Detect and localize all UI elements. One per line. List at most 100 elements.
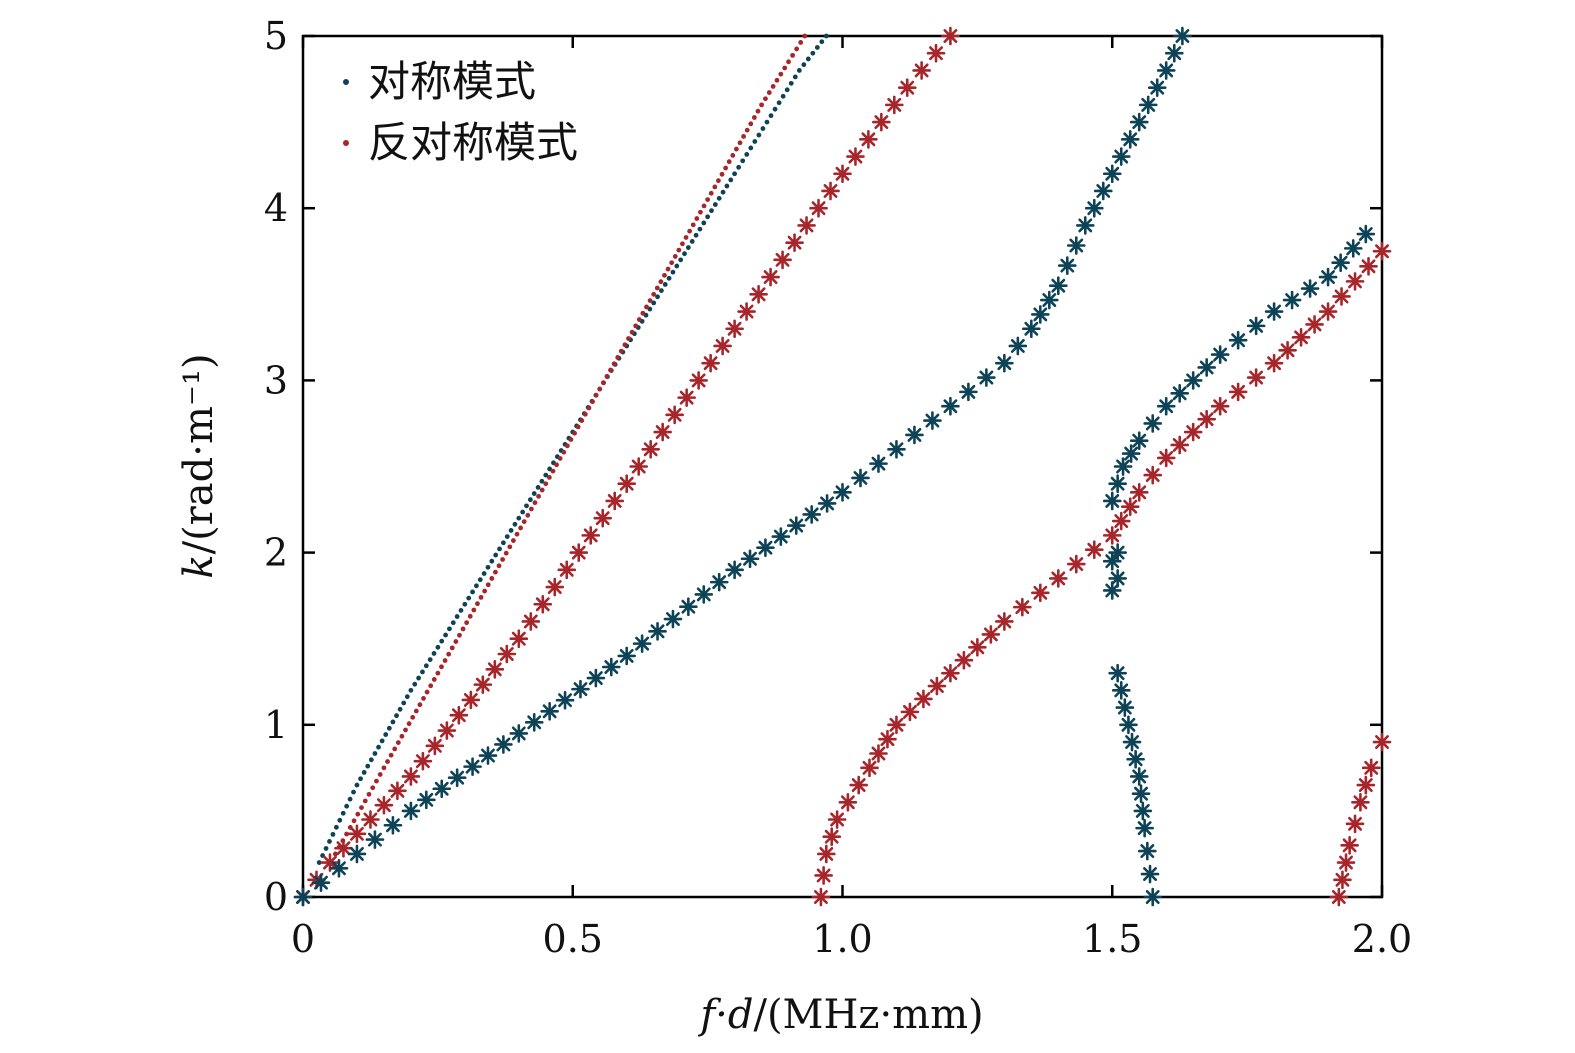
- dot-marker: [618, 348, 624, 354]
- dot-marker: [467, 613, 473, 619]
- dot-marker: [798, 40, 804, 45]
- asterisk-marker: [1336, 853, 1356, 872]
- asterisk-marker: [756, 538, 775, 557]
- asterisk-marker: [383, 815, 403, 835]
- x-tick-label: 0.5: [543, 917, 603, 961]
- dot-marker: [705, 197, 711, 202]
- dot-marker: [431, 677, 437, 682]
- dot-marker: [344, 831, 349, 837]
- asterisk-marker-stroke: [1024, 321, 1039, 336]
- asterisk-marker-stroke: [1132, 769, 1147, 784]
- dot-marker: [525, 512, 531, 518]
- dot-marker: [446, 651, 452, 657]
- dot-marker: [629, 329, 635, 335]
- asterisk-marker-stroke: [1145, 468, 1160, 483]
- dot-marker: [497, 546, 502, 552]
- asterisk-marker-stroke: [1105, 528, 1120, 543]
- asterisk-marker-stroke: [1321, 270, 1336, 285]
- asterisk-marker-stroke: [415, 754, 430, 769]
- dot-marker: [450, 620, 456, 626]
- asterisk-marker: [923, 411, 942, 430]
- asterisk-marker: [802, 505, 821, 524]
- series-antisymmetric-7: [811, 241, 1392, 907]
- dot-marker: [608, 367, 613, 373]
- dot-marker: [514, 531, 520, 537]
- asterisk-marker-stroke: [523, 614, 538, 629]
- asterisk-marker-stroke: [1321, 304, 1336, 319]
- asterisk-marker-stroke: [813, 890, 828, 904]
- asterisk-marker-stroke: [1033, 307, 1048, 322]
- asterisk-marker: [1135, 818, 1154, 838]
- asterisk-marker-stroke: [739, 304, 754, 319]
- asterisk-marker: [665, 405, 684, 425]
- asterisk-marker: [1143, 414, 1163, 433]
- asterisk-marker: [1108, 569, 1127, 588]
- asterisk-marker: [1140, 864, 1160, 884]
- asterisk-marker: [1291, 328, 1311, 347]
- asterisk-marker-stroke: [1137, 821, 1152, 836]
- asterisk-marker-stroke: [1358, 227, 1373, 241]
- asterisk-marker: [1057, 256, 1077, 275]
- asterisk-marker: [1120, 130, 1140, 149]
- asterisk-marker: [1156, 448, 1176, 468]
- dot-marker: [366, 791, 372, 797]
- asterisk-marker-stroke: [1342, 838, 1357, 853]
- dot-marker: [493, 569, 498, 575]
- asterisk-marker: [771, 527, 791, 546]
- asterisk-marker-stroke: [861, 132, 876, 147]
- asterisk-marker: [632, 634, 652, 653]
- asterisk-marker-stroke: [1117, 700, 1132, 715]
- asterisk-marker-stroke: [1051, 278, 1066, 293]
- dot-marker: [723, 165, 729, 171]
- dot-marker: [336, 844, 342, 850]
- asterisk-marker-stroke: [1069, 557, 1084, 572]
- dot-marker: [654, 285, 660, 291]
- asterisk-marker-stroke: [1303, 281, 1318, 296]
- series-symmetric-5: [1102, 543, 1127, 600]
- asterisk-marker: [811, 887, 831, 907]
- legend-antisymmetric-marker: [343, 140, 349, 146]
- asterisk-marker-stroke: [997, 356, 1012, 371]
- dot-marker: [701, 220, 707, 226]
- asterisk-marker-stroke: [1128, 752, 1143, 767]
- asterisk-marker-stroke: [703, 356, 718, 371]
- asterisk-marker-stroke: [535, 597, 550, 612]
- asterisk-marker: [605, 491, 625, 511]
- asterisk-marker-stroke: [1307, 317, 1322, 332]
- dot-marker: [362, 798, 368, 804]
- asterisk-marker: [1282, 290, 1302, 310]
- asterisk-marker-stroke: [929, 679, 944, 694]
- y-tick-label: 0: [264, 875, 288, 919]
- asterisk-marker: [329, 858, 349, 878]
- dot-marker: [323, 846, 329, 851]
- dot-marker: [705, 214, 711, 220]
- dot-marker: [477, 577, 483, 583]
- dot-marker: [386, 725, 392, 731]
- dot-marker: [697, 226, 703, 232]
- asterisk-marker-stroke: [403, 803, 418, 818]
- asterisk-marker-stroke: [434, 781, 449, 796]
- dot-marker: [736, 164, 742, 170]
- dot-marker: [383, 732, 389, 737]
- dot-marker: [759, 102, 764, 108]
- asterisk-marker-stroke: [665, 612, 680, 626]
- asterisk-marker-stroke: [1375, 244, 1389, 259]
- asterisk-marker: [1111, 511, 1131, 531]
- dot-marker: [678, 257, 684, 263]
- dot-marker: [370, 785, 376, 791]
- asterisk-marker-stroke: [1213, 347, 1228, 362]
- asterisk-marker-stroke: [450, 770, 465, 785]
- dot-marker: [397, 706, 403, 712]
- asterisk-marker-stroke: [820, 496, 835, 511]
- asterisk-marker-stroke: [889, 717, 904, 732]
- dot-marker: [622, 342, 628, 348]
- asterisk-marker-stroke: [619, 476, 634, 491]
- asterisk-marker: [524, 713, 544, 732]
- asterisk-marker: [1333, 870, 1352, 890]
- dot-marker: [410, 714, 416, 720]
- asterisk-marker-stroke: [874, 115, 889, 130]
- dot-marker: [766, 90, 772, 95]
- asterisk-marker: [1228, 330, 1248, 350]
- x-axis-label-var: f·d: [697, 992, 753, 1038]
- asterisk-marker: [1264, 353, 1284, 373]
